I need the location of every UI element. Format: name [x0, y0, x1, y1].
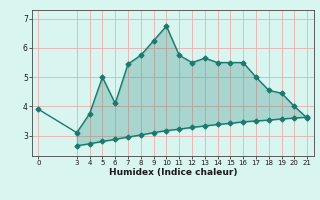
X-axis label: Humidex (Indice chaleur): Humidex (Indice chaleur): [108, 168, 237, 177]
